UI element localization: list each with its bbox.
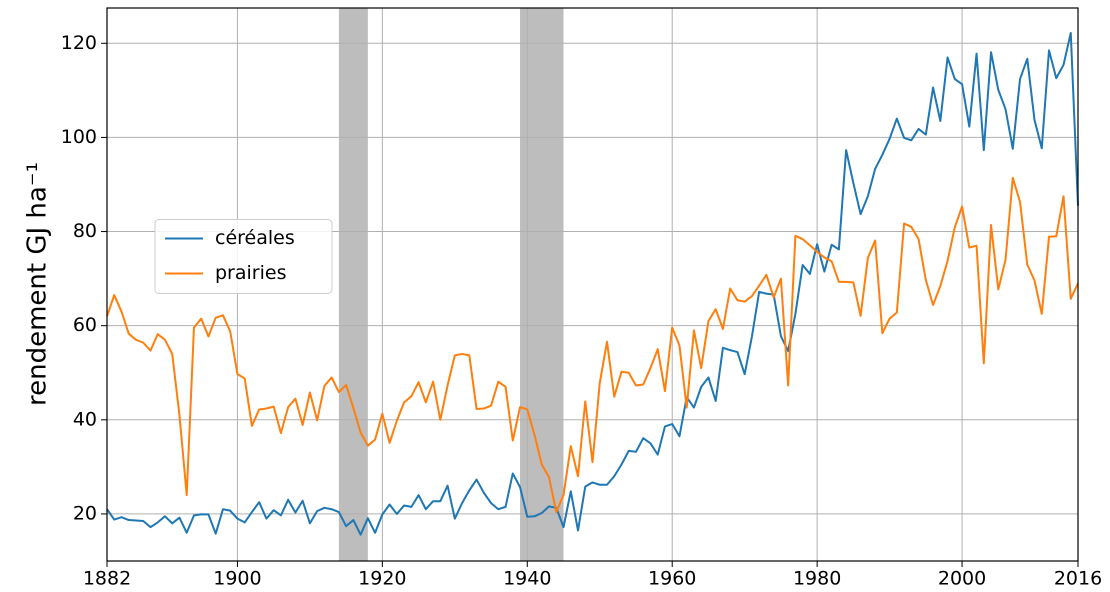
shaded-period: [520, 8, 564, 561]
y-axis-label: rendement GJ ha⁻¹: [23, 162, 53, 406]
shaded-period: [338, 8, 368, 561]
x-tick-label: 1980: [793, 568, 841, 590]
series-line: [106, 31, 1079, 536]
x-tick-label: 2016: [1054, 568, 1102, 590]
plot-frame: [106, 7, 1079, 562]
x-tick-label: 2000: [938, 568, 986, 590]
legend: céréales prairies: [154, 219, 333, 294]
legend-label: céréales: [215, 227, 295, 249]
x-tick-label: 1960: [648, 568, 696, 590]
x-tick-label: 1940: [503, 568, 551, 590]
y-tick-label: 60: [73, 314, 97, 336]
y-tick-label: 100: [61, 126, 97, 148]
legend-label: prairies: [215, 262, 286, 284]
y-tick-label: 40: [73, 408, 97, 430]
y-tick-label: 120: [61, 32, 97, 54]
x-tick-label: 1900: [213, 568, 261, 590]
x-tick-label: 1920: [358, 568, 406, 590]
y-tick-label: 20: [73, 502, 97, 524]
y-tick-label: 80: [73, 220, 97, 242]
series-line: [106, 176, 1079, 514]
x-tick-label: 1882: [83, 568, 131, 590]
